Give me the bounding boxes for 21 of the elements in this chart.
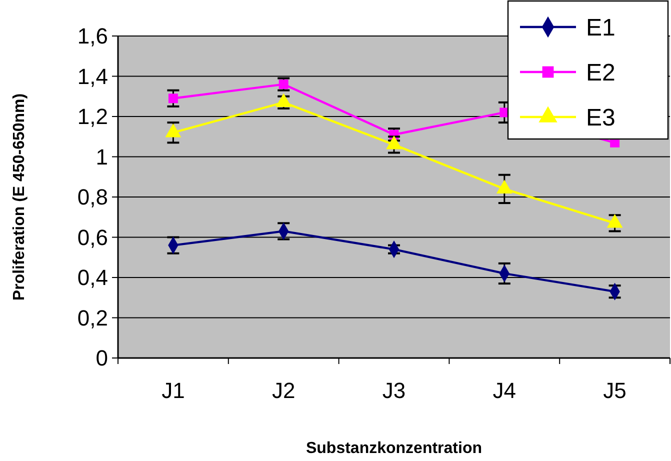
y-tick-label: 1,6 [77, 24, 108, 49]
x-tick-label: J1 [162, 378, 185, 403]
y-tick-label: 0,2 [77, 305, 108, 330]
y-tick-label: 1 [96, 144, 108, 170]
y-tick-label: 1,2 [77, 104, 108, 130]
y-tick-label: 1,4 [77, 64, 108, 89]
legend-label: E1 [586, 14, 616, 42]
x-tick-label: J2 [272, 378, 296, 403]
x-tick-label: J5 [603, 378, 626, 403]
y-tick-label: 0,4 [77, 265, 108, 290]
point [278, 80, 288, 90]
legend-label: E3 [586, 104, 616, 132]
x-axis-title: Substanzkonzentration [306, 440, 482, 457]
y-tick-label: 0,8 [77, 184, 108, 210]
legend-label: E2 [586, 59, 616, 86]
y-tick-label: 0,6 [77, 224, 108, 250]
y-axis-title: Proliferation (E 450-650nm) [11, 93, 28, 301]
y-tick-label: 0 [96, 346, 108, 371]
x-tick-label: J4 [492, 378, 516, 403]
x-tick-label: J3 [382, 378, 406, 403]
point [168, 94, 178, 104]
